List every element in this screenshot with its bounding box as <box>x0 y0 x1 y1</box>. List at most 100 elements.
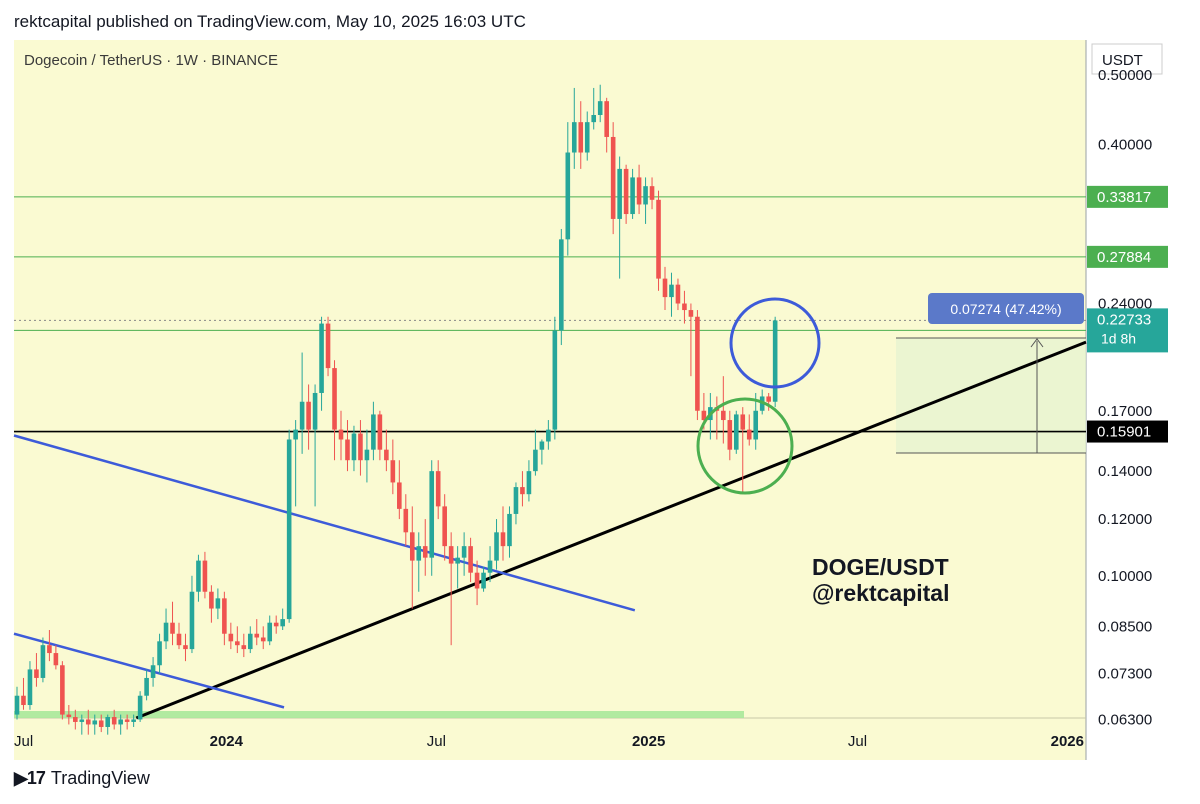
level-label: 0.27884 <box>1097 249 1151 266</box>
candle <box>325 316 331 377</box>
x-tick-label: 2024 <box>210 733 244 750</box>
candle <box>235 626 240 654</box>
candle <box>293 420 298 507</box>
candle <box>241 633 247 658</box>
candle <box>649 177 655 210</box>
candle <box>299 352 305 454</box>
candle-body <box>591 115 597 123</box>
candle <box>526 460 532 502</box>
candle-body <box>228 633 234 642</box>
x-tick-label: Jul <box>427 733 446 750</box>
candle-body <box>215 598 221 609</box>
candle <box>371 401 376 461</box>
candle <box>487 546 493 583</box>
candles <box>14 84 778 735</box>
candle <box>416 532 422 592</box>
candle-body <box>14 695 20 715</box>
candle <box>273 615 279 634</box>
candle-body <box>124 719 130 722</box>
candle <box>397 460 402 520</box>
level-label-bg <box>1087 245 1168 268</box>
candle <box>124 714 130 730</box>
green-support-circle <box>696 397 794 495</box>
candle-body <box>92 720 98 725</box>
y-tick-label: 0.12000 <box>1098 511 1152 528</box>
candle-body <box>371 414 376 450</box>
candle-body <box>656 199 661 279</box>
candle-body <box>137 695 143 720</box>
candle-body <box>578 122 584 153</box>
candle <box>358 420 363 476</box>
candle-body <box>429 471 435 558</box>
price-axis-ticks: 0.50000 0.40000 0.24000 0.17000 0.14000 0.120… <box>1098 67 1152 728</box>
candle <box>53 645 59 670</box>
candle <box>338 410 344 461</box>
candle <box>623 164 629 224</box>
trendline-support <box>135 340 1087 720</box>
candle-body <box>235 641 240 646</box>
candle-body <box>474 572 480 589</box>
candle <box>455 546 460 589</box>
candle-body <box>513 487 519 514</box>
x-tick-label: 2026 <box>1051 733 1084 750</box>
y-tick-label: 0.14000 <box>1098 463 1152 480</box>
x-tick-label: Jul <box>848 733 867 750</box>
candle <box>695 310 700 421</box>
candle <box>494 519 499 570</box>
candle <box>669 272 674 317</box>
candle-body <box>66 714 72 718</box>
candle-body <box>111 717 117 725</box>
candle <box>656 190 661 291</box>
candle-body <box>526 471 532 495</box>
candle <box>753 392 759 450</box>
measure-label: 0.07274 (47.42%) <box>950 301 1061 317</box>
candle-body <box>565 152 571 240</box>
candle <box>364 429 370 483</box>
candle <box>92 714 98 735</box>
candle-body <box>669 284 674 298</box>
candle-body <box>643 186 648 205</box>
candle <box>319 316 324 411</box>
candle-body <box>500 532 506 547</box>
candle-body <box>753 410 759 440</box>
candle <box>675 278 681 311</box>
candle-body <box>604 101 609 137</box>
candle <box>105 714 111 735</box>
candle-body <box>772 320 778 402</box>
currency-box[interactable] <box>1091 43 1163 75</box>
candle-body <box>196 560 201 592</box>
candle-body <box>319 323 324 393</box>
candle-body <box>546 429 551 442</box>
candle <box>520 471 525 507</box>
candle-body <box>254 633 260 638</box>
x-tick-label: Jul <box>14 733 33 750</box>
candle <box>448 532 454 646</box>
candle-body <box>144 677 149 696</box>
candle-body <box>260 637 266 642</box>
candle <box>85 709 91 735</box>
candle <box>533 429 538 476</box>
candle <box>643 177 648 224</box>
candle-body <box>461 546 467 558</box>
candle <box>260 626 266 650</box>
candle <box>345 420 350 472</box>
currency-label: USDT <box>1102 52 1143 69</box>
candle <box>766 392 771 411</box>
candle <box>740 407 746 495</box>
symbol-label: Dogecoin / TetherUS · 1W · BINANCE <box>24 52 278 69</box>
publish-header: rektcapital published on TradingView.com… <box>14 12 526 31</box>
candle <box>34 653 39 687</box>
candle <box>267 615 273 646</box>
tradingview-logo[interactable]: ▶17 TradingView <box>14 768 150 789</box>
candle <box>215 588 221 620</box>
candle <box>222 591 227 646</box>
candle-body <box>630 177 635 215</box>
candle <box>254 619 260 646</box>
candle-body <box>85 719 91 725</box>
candle-body <box>623 168 629 215</box>
candle <box>688 303 694 377</box>
y-tick-label: 0.17000 <box>1098 403 1152 420</box>
candle-body <box>27 669 33 706</box>
candle <box>47 630 52 662</box>
